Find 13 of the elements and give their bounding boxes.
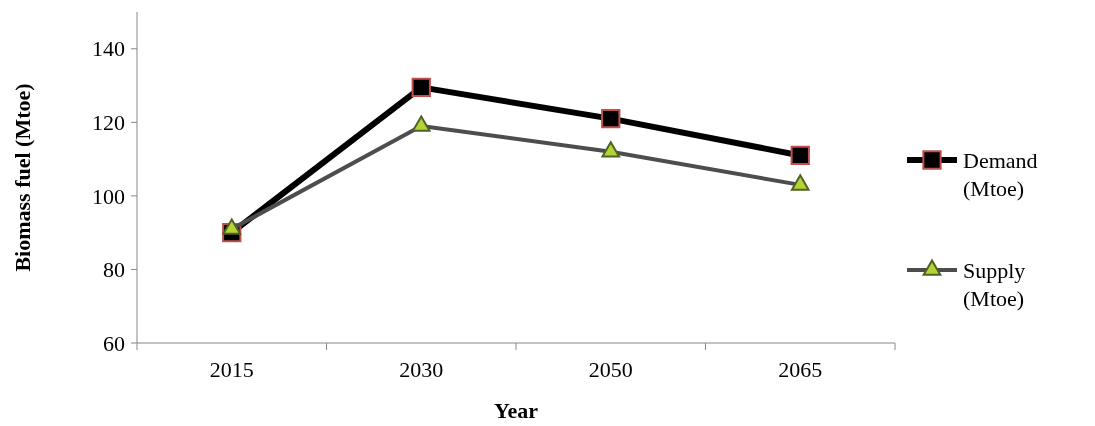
x-axis-title: Year [494,398,539,423]
y-tick-label: 120 [92,110,125,136]
x-tick-label: 2065 [778,357,823,382]
x-tick-label: 2030 [399,357,444,382]
y-tick-label: 60 [103,330,125,356]
y-tick-label: 80 [103,257,125,283]
y-tick-label: 100 [92,183,125,209]
y-axis-title: Biomass fuel (Mtoe) [10,83,35,272]
x-tick-label: 2015 [209,357,254,382]
x-tick-label: 2050 [588,357,633,382]
y-tick-label: 140 [92,36,125,62]
legend-label: Demand (Mtoe) [963,147,1038,202]
legend-label: Supply (Mtoe) [963,257,1026,312]
